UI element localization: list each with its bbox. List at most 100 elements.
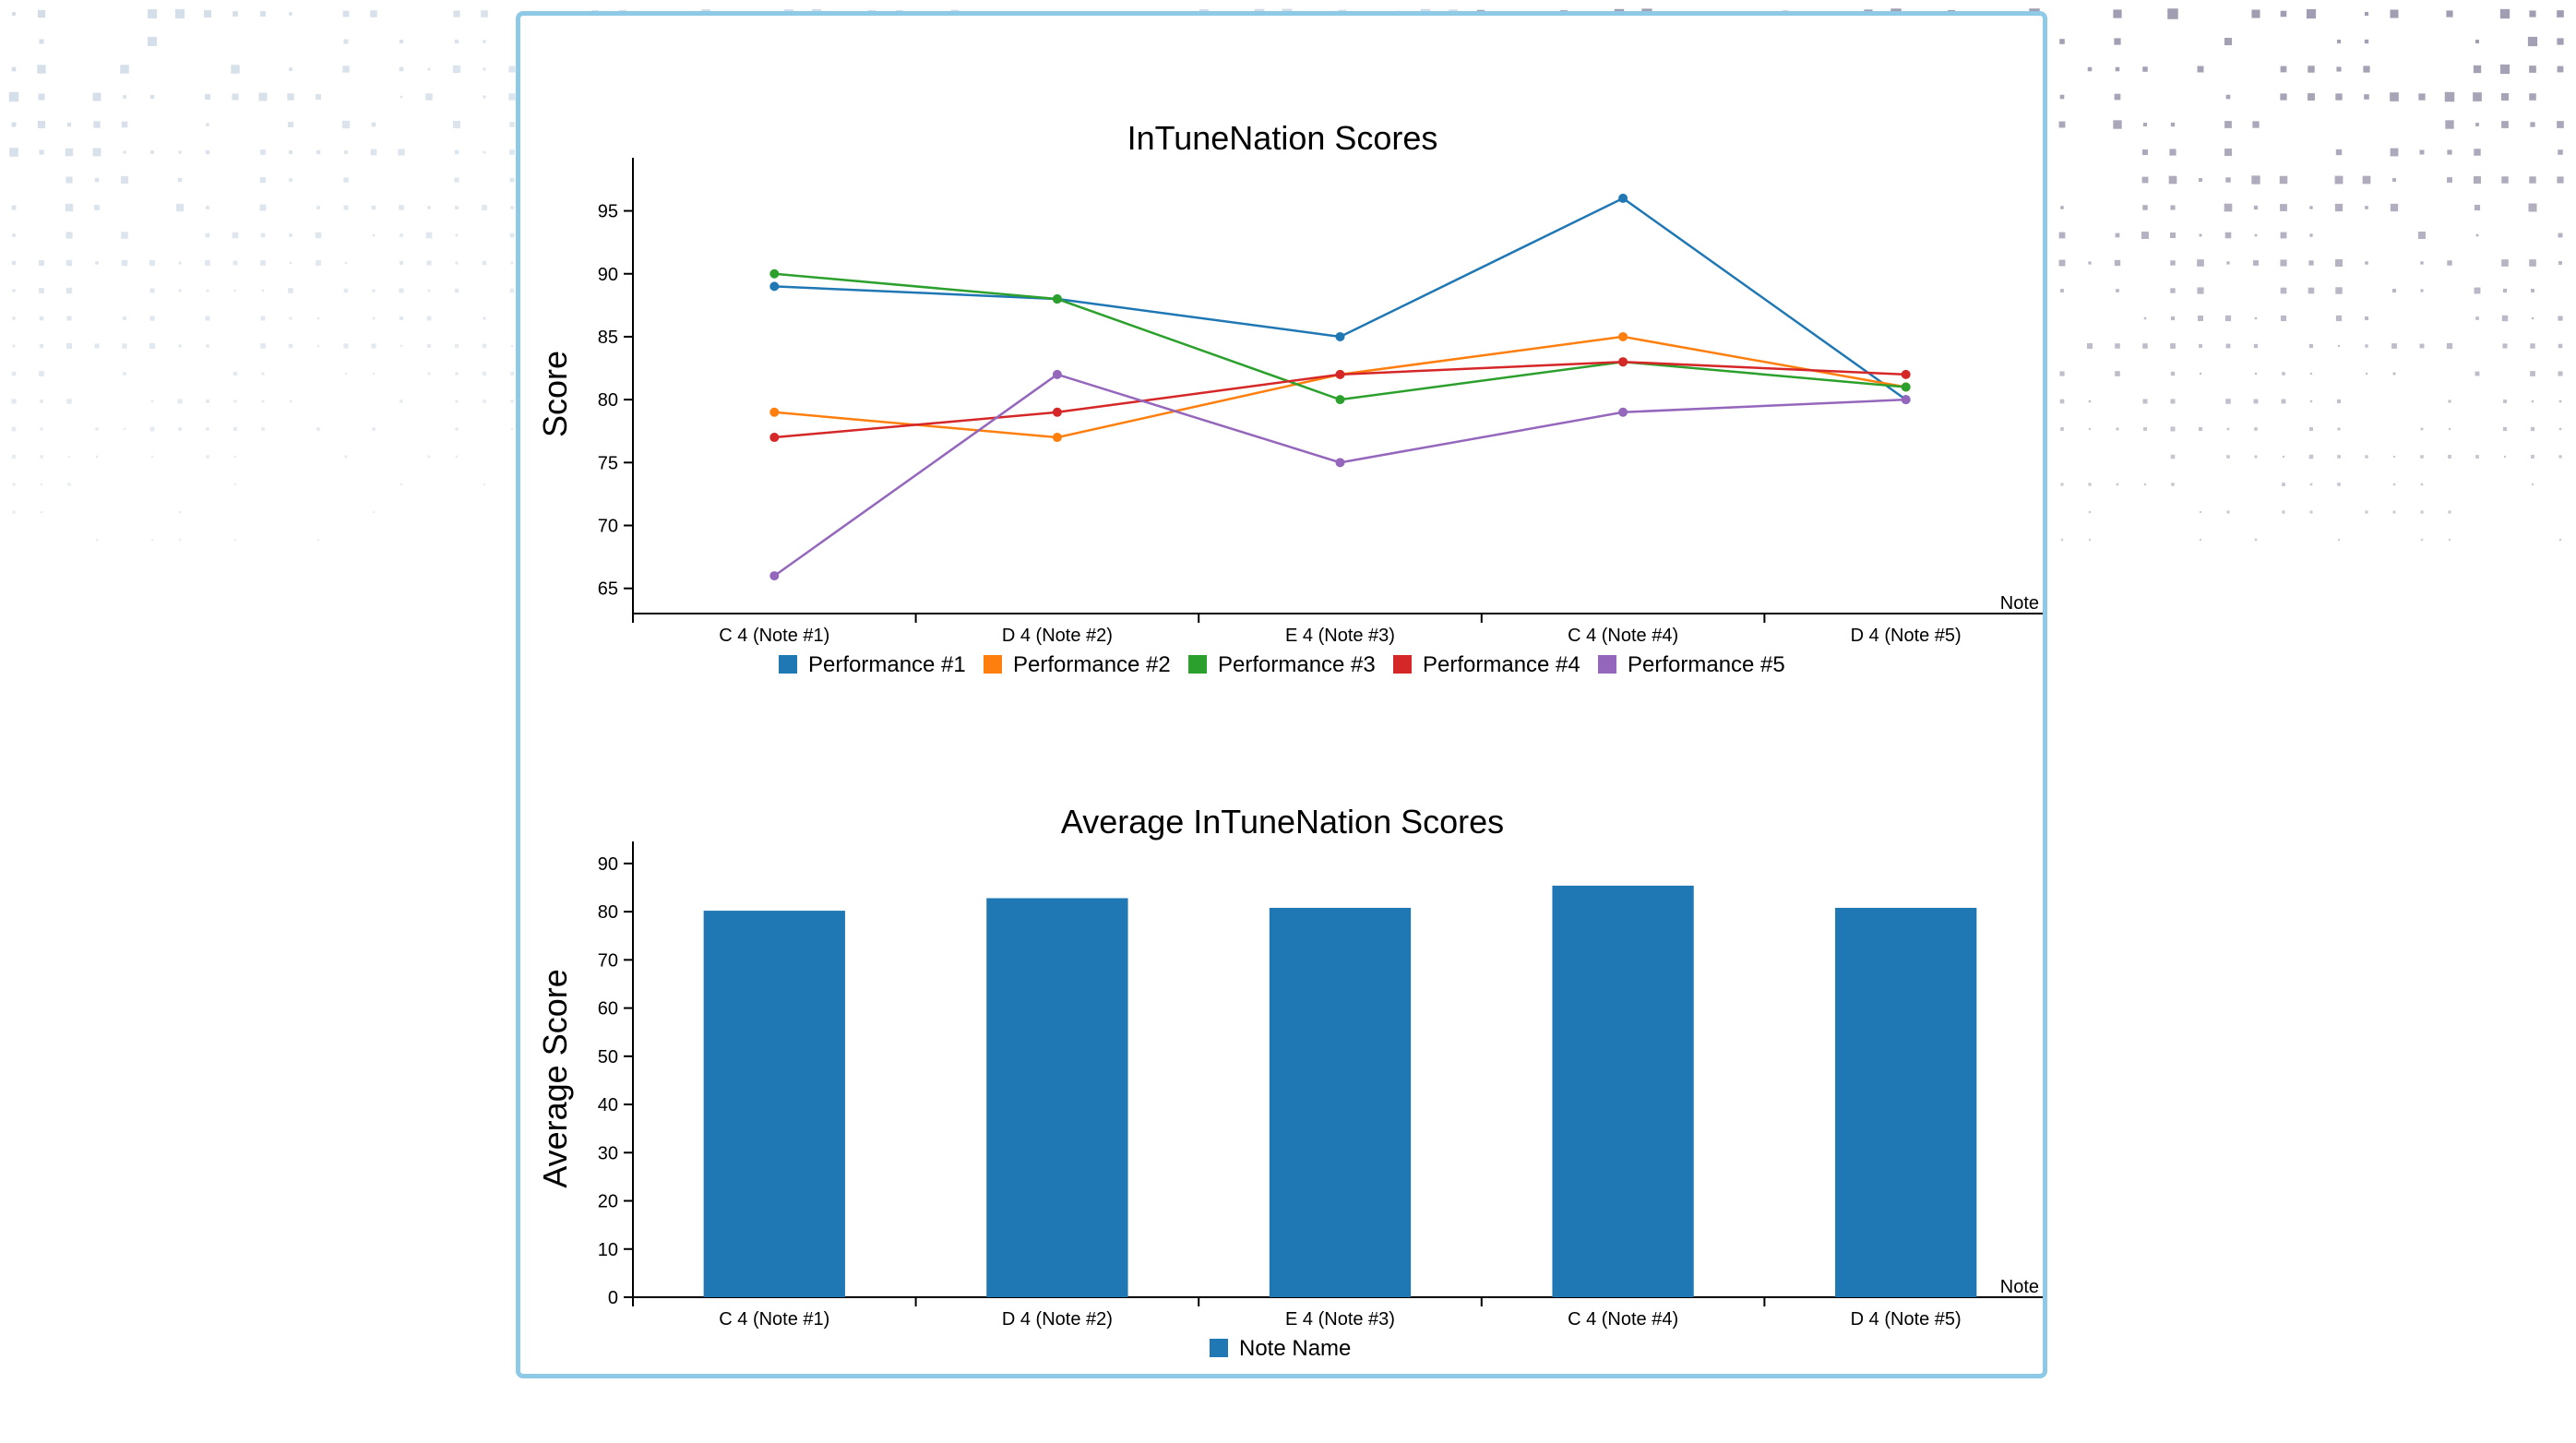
legend-swatch: [1598, 655, 1616, 674]
background-dot: [289, 178, 292, 182]
line-point: [1052, 369, 1062, 379]
line-point: [769, 268, 780, 279]
background-dot: [261, 400, 265, 403]
background-dot: [2557, 10, 2564, 18]
background-dot: [94, 343, 100, 349]
legend-label: Note Name: [1239, 1336, 1351, 1361]
background-dot: [2503, 455, 2507, 459]
line-chart-x-tick-label: D 4 (Note #2): [1002, 626, 1113, 646]
background-dot: [233, 260, 238, 266]
background-dot: [454, 177, 459, 183]
background-dot: [454, 343, 459, 349]
bar-chart-y-tick-label: 90: [598, 854, 618, 875]
background-dot: [2141, 232, 2149, 239]
background-dot: [2281, 399, 2286, 404]
background-dot: [2390, 9, 2399, 18]
background-dot: [150, 455, 154, 459]
background-dot: [2254, 538, 2258, 542]
background-dot: [316, 206, 320, 209]
background-dot: [343, 39, 349, 44]
background-dot: [177, 399, 183, 404]
background-dot: [2558, 149, 2563, 155]
background-dot: [2142, 399, 2148, 404]
background-dot: [2420, 483, 2424, 486]
background-dot: [2058, 121, 2066, 128]
legend-swatch: [1188, 655, 1207, 674]
background-dot: [289, 12, 292, 16]
background-dot: [455, 206, 459, 209]
background-dot: [426, 316, 432, 321]
background-dot: [2253, 260, 2259, 266]
line-point: [1618, 331, 1628, 341]
line-chart-y-tick-label: 95: [598, 202, 618, 222]
background-dot: [372, 316, 376, 320]
bar-chart-y-tick-label: 0: [608, 1288, 618, 1308]
background-dot: [2280, 287, 2287, 294]
background-dot: [2088, 400, 2092, 403]
background-dot: [371, 122, 376, 127]
legend-item-performance-1: Performance #1: [779, 652, 966, 677]
background-dot: [95, 538, 99, 542]
legend-swatch: [1393, 655, 1412, 674]
background-dot: [232, 232, 239, 239]
background-dot: [372, 289, 376, 292]
background-dot: [11, 122, 17, 127]
background-dot: [40, 427, 43, 431]
bar: [1269, 907, 1412, 1297]
background-dot: [482, 371, 487, 376]
background-dot: [2254, 372, 2258, 376]
background-dot: [2113, 9, 2122, 18]
background-dot: [2113, 120, 2122, 129]
background-dot: [12, 316, 16, 320]
background-dot: [2280, 66, 2287, 73]
background-dot: [12, 483, 16, 486]
background-dot: [2475, 455, 2479, 459]
line-chart-axes: 65 70 75 80 85 90 95 C 4 (Note #1) D 4 (Note #2)…: [598, 158, 2048, 646]
background-dot: [2448, 538, 2451, 542]
background-dot: [2225, 94, 2231, 100]
background-dot: [206, 455, 209, 459]
background-dot: [2447, 260, 2452, 266]
background-dot: [510, 344, 514, 348]
background-dot: [120, 175, 129, 185]
background-dot: [2474, 287, 2481, 294]
background-dot: [2309, 510, 2313, 514]
background-dot: [2364, 94, 2369, 100]
background-dot: [2226, 261, 2230, 265]
line-point: [1618, 357, 1628, 367]
bar: [1552, 885, 1694, 1297]
background-dot: [11, 260, 17, 266]
background-dot: [2224, 149, 2232, 156]
background-dot: [316, 149, 321, 155]
background-dot: [2254, 316, 2258, 320]
background-dot: [2531, 483, 2534, 486]
line-chart-legend: Performance #1 Performance #2 Performance …: [779, 652, 1785, 677]
background-dot: [121, 121, 128, 128]
background-dot: [509, 233, 515, 238]
background-dot: [2530, 426, 2535, 432]
line-point: [1901, 369, 1911, 379]
charts-panel: InTuneNation Scores Score Note 65 70 75 80 8…: [516, 11, 2048, 1378]
background-dot: [509, 288, 515, 293]
background-dot: [95, 261, 99, 265]
background-dot: [2527, 36, 2538, 47]
background-dot: [455, 261, 459, 265]
background-dot: [2141, 176, 2149, 184]
background-dot: [2168, 175, 2177, 185]
background-dot: [2531, 400, 2534, 403]
background-dot: [2197, 315, 2204, 322]
background-dot: [67, 455, 71, 459]
line-point: [1335, 458, 1345, 468]
background-dot: [2170, 343, 2176, 349]
background-dot: [95, 427, 99, 431]
background-dot: [341, 120, 351, 129]
background-dot: [289, 400, 292, 403]
background-dot: [123, 372, 126, 376]
background-dot: [204, 10, 211, 18]
background-dot: [12, 12, 16, 16]
background-dot: [66, 316, 72, 321]
background-dot: [427, 344, 431, 348]
background-dot: [39, 343, 44, 349]
background-dot: [205, 260, 210, 266]
background-dot: [66, 232, 73, 239]
